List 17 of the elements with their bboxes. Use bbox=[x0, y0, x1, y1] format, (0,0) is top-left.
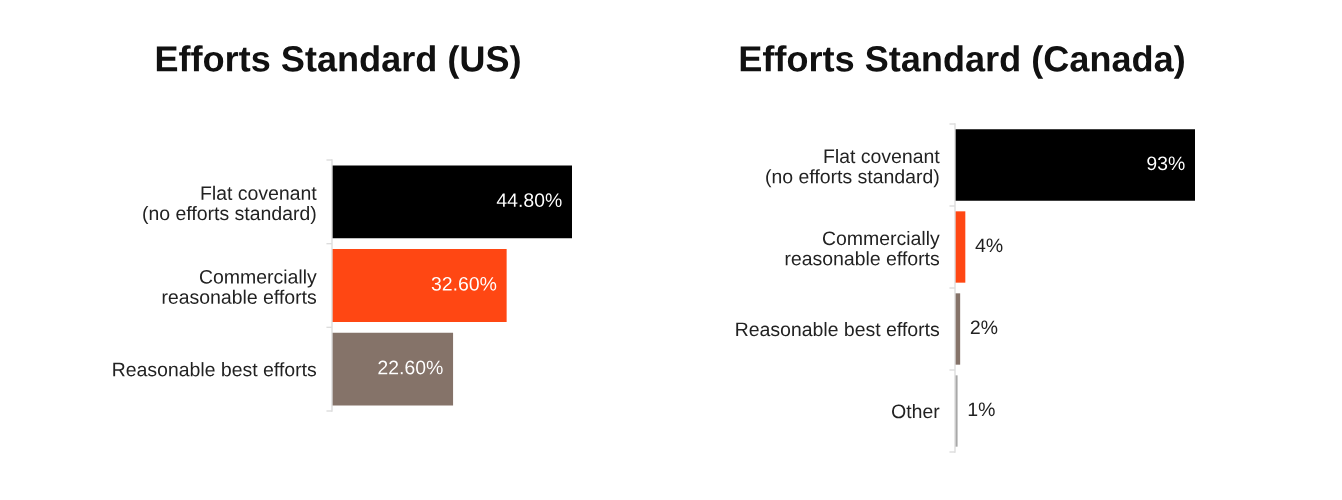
y-tick-label: Other bbox=[892, 403, 940, 419]
data-label: 4% bbox=[975, 238, 1003, 253]
data-label: 1% bbox=[968, 402, 995, 417]
y-tick-label: Flat covenant (no efforts standard) bbox=[143, 185, 317, 225]
chart-title: Efforts Standard (US) bbox=[156, 45, 520, 79]
y-tick-label: Commercially reasonable efforts bbox=[785, 230, 940, 266]
data-label: 2% bbox=[970, 320, 998, 335]
y-tick-label: Reasonable best efforts bbox=[113, 362, 317, 377]
data-label: 44.80% bbox=[496, 193, 562, 208]
data-label: 32.60% bbox=[431, 276, 497, 291]
y-tick-label: Reasonable best efforts bbox=[736, 321, 940, 337]
chart-title: Efforts Standard (Canada) bbox=[740, 45, 1184, 79]
data-label: 22.60% bbox=[378, 360, 443, 375]
data-label: 93% bbox=[1147, 156, 1185, 171]
y-tick-label: Commercially reasonable efforts bbox=[162, 269, 317, 304]
y-tick-label: Flat covenant (no efforts standard) bbox=[766, 148, 940, 188]
bar bbox=[955, 129, 1195, 201]
